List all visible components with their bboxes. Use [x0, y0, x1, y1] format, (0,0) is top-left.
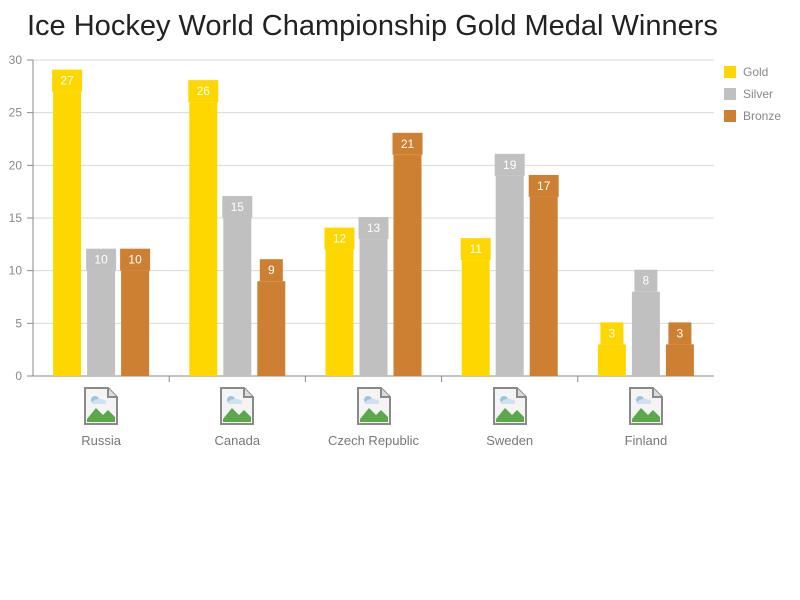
broken-image-icon [355, 386, 393, 426]
x-category-label: Finland [624, 433, 668, 448]
data-label-bg [188, 80, 219, 103]
bar-gold [53, 91, 82, 376]
data-label-bg [528, 174, 559, 197]
data-label: 8 [643, 274, 650, 288]
data-label: 26 [197, 84, 211, 98]
bar-gold [597, 344, 626, 376]
data-label-bg [600, 322, 624, 345]
data-label: 11 [469, 242, 482, 256]
data-label: 10 [128, 253, 142, 267]
x-category-label: Canada [214, 433, 261, 448]
data-label: 27 [60, 74, 74, 88]
data-label: 21 [401, 137, 415, 151]
bar-bronze [121, 270, 150, 376]
data-label-bg [324, 227, 355, 250]
bar-bronze [393, 154, 422, 376]
bar-silver [87, 270, 116, 376]
y-tick-label: 5 [15, 316, 22, 330]
legend-label: Gold [743, 65, 769, 79]
data-label: 3 [677, 326, 684, 340]
legend-swatch [724, 66, 736, 78]
bar-silver [223, 218, 252, 376]
bar-silver [631, 291, 660, 376]
data-label: 10 [94, 253, 108, 267]
y-tick-label: 10 [9, 264, 23, 278]
data-label: 3 [609, 326, 616, 340]
y-tick-label: 25 [9, 106, 23, 120]
data-label-bg [120, 248, 151, 271]
legend-swatch [724, 88, 736, 100]
bar-silver [495, 175, 524, 376]
bar-bronze [257, 281, 286, 376]
data-label: 15 [231, 200, 245, 214]
data-label-bg [222, 196, 253, 218]
data-label-bg [494, 153, 525, 176]
legend-item-silver[interactable]: Silver [724, 83, 781, 105]
x-category-label: Russia [81, 433, 121, 448]
data-label: 17 [537, 179, 551, 193]
data-label: 12 [333, 232, 347, 246]
data-label-bg [259, 259, 283, 282]
legend-swatch [724, 110, 736, 122]
legend-label: Bronze [743, 109, 782, 123]
bar-gold [189, 102, 218, 376]
y-tick-label: 0 [15, 369, 22, 383]
y-tick-label: 30 [9, 53, 23, 67]
broken-image-icon [627, 386, 665, 426]
chart-legend: Gold Silver Bronze [724, 61, 781, 127]
y-tick-label: 15 [9, 211, 23, 225]
data-label-bg [460, 238, 491, 261]
x-category-label: Sweden [486, 433, 534, 448]
broken-image-icon [82, 386, 120, 426]
legend-item-gold[interactable]: Gold [724, 61, 781, 83]
bar-gold [461, 260, 490, 376]
x-category-label: Czech Republic [327, 433, 420, 448]
data-label-bg [86, 248, 117, 271]
bar-bronze [529, 196, 558, 376]
data-label: 13 [367, 221, 381, 235]
bar-gold [325, 249, 354, 376]
legend-label: Silver [743, 87, 774, 101]
data-label: 19 [503, 158, 517, 172]
data-label-bg [634, 269, 658, 292]
data-label: 9 [268, 263, 275, 277]
y-tick-label: 20 [9, 158, 23, 172]
data-label-bg [668, 322, 692, 345]
bar-silver [359, 239, 388, 376]
bar-bronze [665, 344, 694, 376]
data-label-bg [392, 132, 423, 155]
broken-image-icon [491, 386, 529, 426]
data-label-bg [52, 69, 83, 92]
legend-item-bronze[interactable]: Bronze [724, 105, 781, 127]
chart-title: Ice Hockey World Championship Gold Medal… [27, 10, 718, 42]
broken-image-icon [218, 386, 256, 426]
data-label-bg [358, 217, 389, 240]
